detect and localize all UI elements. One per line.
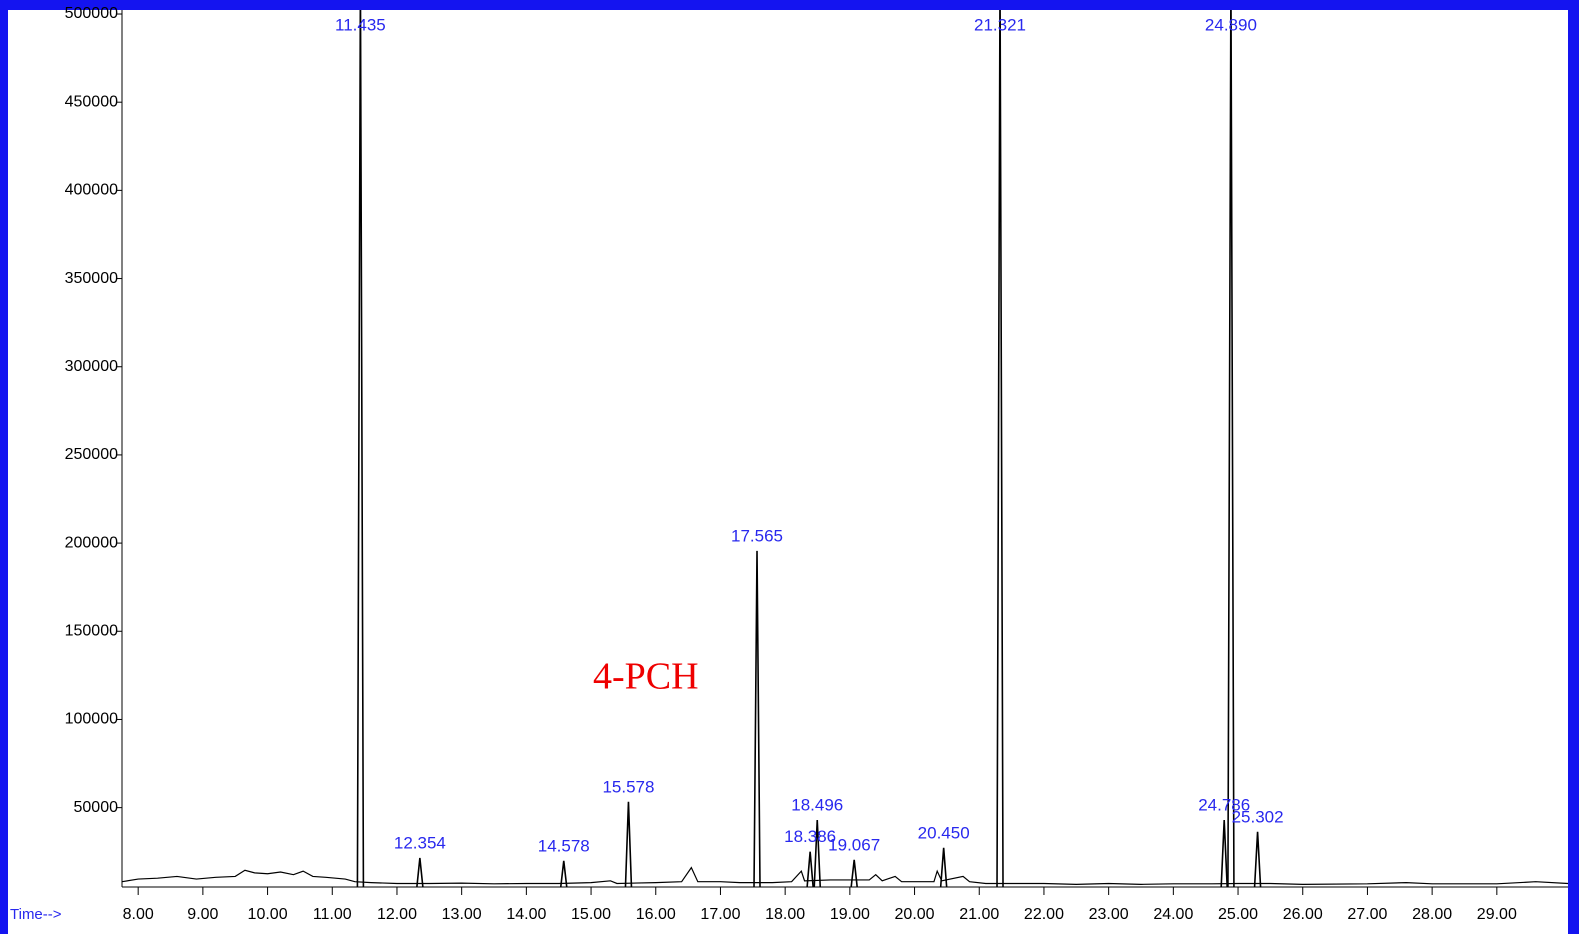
peak-label: 21.321 <box>974 15 1026 34</box>
x-tick-label: 14.00 <box>506 906 546 923</box>
plot-area <box>122 10 1568 887</box>
peak-label: 12.354 <box>394 833 446 852</box>
y-tick-label: 200000 <box>65 534 118 551</box>
peak <box>939 847 948 887</box>
peak-label: 20.450 <box>918 823 970 842</box>
x-tick-label: 26.00 <box>1283 906 1323 923</box>
x-tick-label: 9.00 <box>187 906 218 923</box>
x-tick-label: 18.00 <box>765 906 805 923</box>
x-tick-label: 12.00 <box>377 906 417 923</box>
x-tick-label: 19.00 <box>830 906 870 923</box>
x-tick-label: 23.00 <box>1089 906 1129 923</box>
peak <box>416 857 424 887</box>
peak-label: 24.786 <box>1198 795 1250 814</box>
peak-label: 11.435 <box>335 15 386 34</box>
y-tick-label: 300000 <box>65 358 118 375</box>
peak <box>624 801 633 887</box>
peak-label: 17.565 <box>731 526 783 545</box>
x-tick-label: 13.00 <box>442 906 482 923</box>
x-tick-label: 25.00 <box>1218 906 1258 923</box>
y-tick-label: 100000 <box>65 711 118 728</box>
peak-label: 14.578 <box>538 836 590 855</box>
peak <box>1227 10 1235 887</box>
peak <box>1253 831 1262 887</box>
trace-line <box>122 866 1568 885</box>
x-tick-label: 16.00 <box>636 906 676 923</box>
y-tick-label: 350000 <box>65 270 118 287</box>
peak <box>996 10 1004 887</box>
plot-background <box>8 10 1568 934</box>
x-tick-label: 8.00 <box>123 906 154 923</box>
peak <box>850 859 858 887</box>
x-tick-label: 11.00 <box>313 906 352 923</box>
peak <box>1220 819 1228 887</box>
x-tick-label: 20.00 <box>895 906 935 923</box>
y-tick-label: 500000 <box>65 5 118 22</box>
annotation: 4-PCH <box>593 656 699 698</box>
peak-label: 18.386 <box>784 827 836 846</box>
x-tick-label: 29.00 <box>1477 906 1517 923</box>
x-tick-label: 21.00 <box>959 906 999 923</box>
y-tick-label: 250000 <box>65 446 118 463</box>
peak-label: 18.496 <box>791 795 843 814</box>
peak-label: 15.578 <box>602 777 654 796</box>
peak <box>559 860 568 887</box>
x-tick-label: 27.00 <box>1347 906 1387 923</box>
peak <box>806 851 814 887</box>
x-tick-label: 17.00 <box>700 906 740 923</box>
x-tick-label: 15.00 <box>571 906 611 923</box>
y-tick-label: 450000 <box>65 93 118 110</box>
peak <box>753 550 761 887</box>
x-tick-label: 10.00 <box>248 906 288 923</box>
y-tick-label: 150000 <box>65 622 118 639</box>
peak-label: 19.067 <box>828 835 880 854</box>
x-tick-label: 22.00 <box>1024 906 1064 923</box>
x-tick-label: 24.00 <box>1153 906 1193 923</box>
peak-label: 25.302 <box>1232 807 1284 826</box>
y-tick-label: 50000 <box>74 799 119 816</box>
y-tick-label: 400000 <box>65 182 118 199</box>
peak <box>813 819 822 887</box>
peak-label: 24.890 <box>1205 15 1257 34</box>
x-tick-label: 28.00 <box>1412 906 1452 923</box>
x-axis-label: Time--> <box>10 906 62 923</box>
peak <box>356 10 365 887</box>
